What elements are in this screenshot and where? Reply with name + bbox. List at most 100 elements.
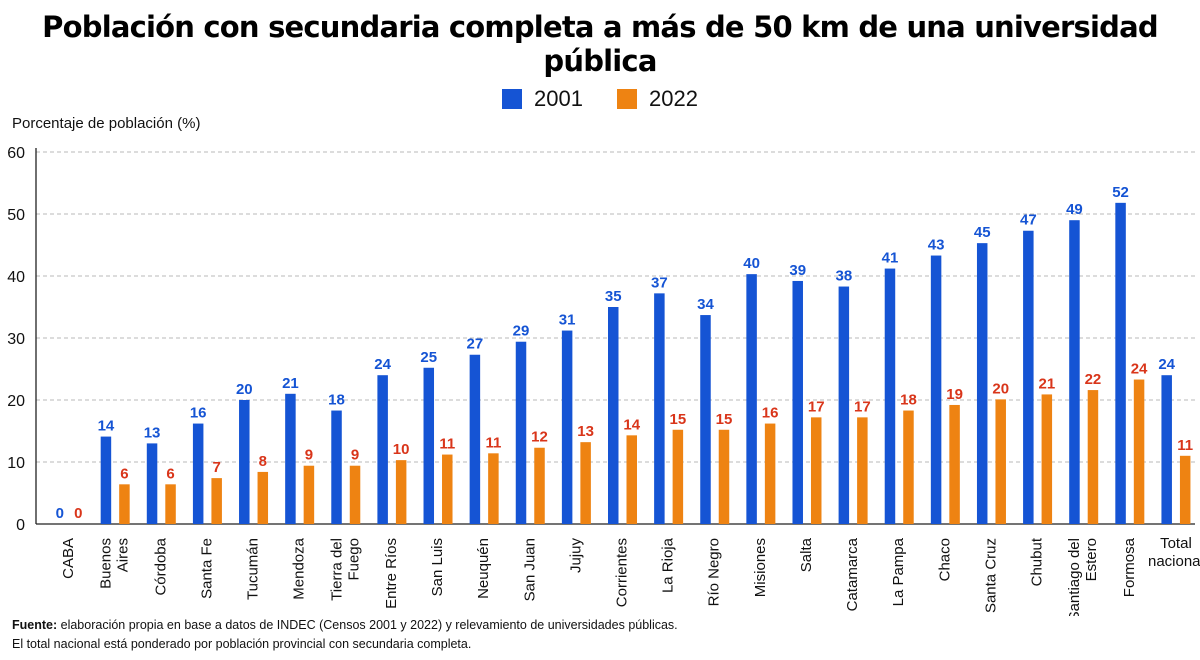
x-category-label: Jujuy [567,538,584,574]
legend-swatch-2001 [502,89,523,109]
bar-2022 [349,465,361,524]
x-category-label: Corrientes [614,538,631,607]
bar-2022 [257,471,269,524]
data-label-2022: 11 [485,434,501,451]
bar-2022 [534,447,545,524]
data-label-2001: 18 [328,392,345,409]
data-label-2022: 17 [808,398,825,415]
data-label-2022: 7 [212,459,220,476]
y-tick-label: 50 [7,207,25,224]
bar-2022 [1087,390,1099,524]
bar-2022 [1041,394,1053,524]
bar-2001 [746,274,757,524]
legend-label-2022: 2022 [649,86,698,111]
legend-label-2001: 2001 [534,86,583,111]
x-category-label: La Rioja [660,537,677,593]
bar-2022 [903,410,914,524]
data-label-2001: 49 [1066,201,1083,218]
note-line: El total nacional está ponderado por pob… [12,637,472,651]
y-tick-label: 30 [7,331,25,348]
x-category-label: Santa Cruz [982,538,999,613]
y-tick-label: 60 [7,145,25,162]
data-label-2022: 19 [946,386,963,403]
bar-2001 [331,410,342,524]
data-label-2022: 9 [351,447,359,464]
bar-2001 [792,280,803,524]
source-label: Fuente: [12,618,58,632]
legend-item-2022: 2022 [617,86,698,112]
bar-2022 [672,429,684,524]
data-label-2022: 12 [531,429,548,446]
data-label-2001: 14 [98,418,115,435]
data-label-2001: 52 [1112,184,1129,201]
bar-2022 [488,453,499,524]
bar-2001 [976,243,988,524]
bar-2001 [608,307,619,524]
bar-2022 [764,423,776,524]
data-label-2001: 38 [836,268,853,285]
bar-2022 [165,484,176,524]
bar-2022 [303,465,315,524]
y-tick-label: 10 [7,455,25,472]
x-category-label: Santa Fe [198,538,215,599]
data-label-2001: 24 [1158,356,1175,373]
x-category-label: Córdoba [152,537,169,595]
bar-2001 [838,286,850,524]
x-category-label: Total nacional [1148,535,1200,570]
data-label-2022: 14 [623,416,640,433]
data-label-2022: 17 [854,398,871,415]
bar-2022 [580,442,591,524]
data-label-2001: 24 [374,356,391,373]
source-text: elaboración propia en base a datos de IN… [57,618,678,632]
x-category-label: La Pampa [890,537,907,606]
bar-2001 [239,400,250,524]
bar-2001 [654,293,665,524]
data-label-2001: 39 [789,262,806,279]
data-label-2022: 6 [120,465,128,482]
source-line: Fuente: elaboración propia en base a dat… [12,616,678,635]
data-label-2001: 45 [974,224,991,241]
data-label-2001: 34 [697,296,714,313]
data-label-2022: 20 [992,380,1009,397]
data-label-2022: 16 [762,405,779,422]
x-category-label: Chubut [1029,537,1046,586]
bar-2001 [423,367,435,524]
bar-2022 [211,478,222,524]
data-label-2001: 20 [236,381,253,398]
bar-2001 [515,341,527,524]
footer: Fuente: elaboración propia en base a dat… [12,616,678,654]
bar-2001 [100,436,112,524]
bar-2022 [1133,379,1145,524]
x-category-label: Tucumán [245,538,262,600]
x-category-label: Río Negro [706,538,723,606]
data-label-2001: 37 [651,274,668,291]
bar-2001 [1161,375,1172,524]
data-label-2001: 0 [56,505,64,522]
data-label-2022: 8 [259,453,267,470]
data-label-2022: 13 [577,423,594,440]
y-tick-label: 0 [16,517,25,534]
bar-2001 [1115,202,1126,524]
bar-2001 [285,393,296,524]
data-label-2001: 29 [513,323,530,340]
data-label-2022: 0 [74,505,82,522]
x-category-label: Mendoza [291,537,308,599]
bar-2001 [377,375,388,524]
bar-2022 [949,404,960,524]
data-label-2001: 43 [928,237,945,254]
bar-2022 [442,454,453,524]
data-label-2001: 25 [420,349,437,366]
data-label-2001: 21 [282,375,299,392]
x-category-label: San Juan [521,538,538,601]
x-category-label: Santiago delEstero [1066,538,1100,616]
data-label-2022: 15 [716,411,733,428]
bar-2001 [192,423,204,524]
x-category-label: Misiones [752,538,769,597]
data-label-2022: 6 [166,465,174,482]
bar-2001 [1069,220,1080,524]
data-label-2001: 47 [1020,212,1037,229]
x-category-label: San Luis [429,538,446,596]
bar-2001 [469,354,481,524]
data-label-2001: 13 [144,424,161,441]
